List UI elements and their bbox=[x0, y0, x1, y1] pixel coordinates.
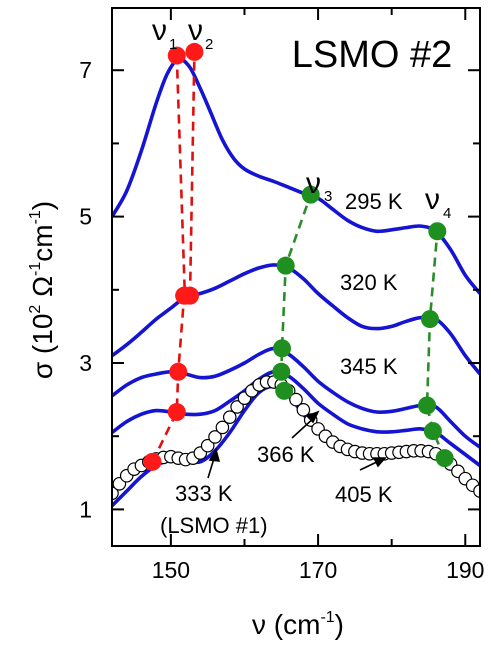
x-axis-label: ν (cm-1) bbox=[252, 609, 344, 640]
mode-line-ν1 bbox=[151, 55, 187, 463]
annotation-405K: 405 K bbox=[335, 482, 393, 507]
annotation-366K: 366 K bbox=[257, 442, 315, 467]
mode-point-ν4 bbox=[435, 449, 454, 468]
mode-point-ν4 bbox=[428, 222, 447, 241]
mode-label-nu4-symbol: ν bbox=[425, 183, 440, 216]
open-circle-point bbox=[296, 403, 311, 417]
mode-point-ν3 bbox=[275, 381, 294, 400]
mode-label-nu2-symbol: ν bbox=[188, 14, 203, 47]
x-axis-label-text: ν (cm bbox=[252, 609, 320, 640]
y-tick-label: 1 bbox=[79, 496, 92, 522]
mode-point-ν4 bbox=[418, 396, 437, 415]
mode-line-ν3 bbox=[279, 194, 312, 392]
mode-line-ν4 bbox=[425, 231, 446, 459]
y-axis-label: σ (102 Ω-1cm-1) bbox=[27, 201, 58, 379]
mode-point-ν3 bbox=[276, 256, 295, 275]
mode-point-ν1 bbox=[143, 452, 162, 471]
mode-point-ν4 bbox=[423, 422, 442, 441]
y-tick-label: 5 bbox=[79, 204, 92, 230]
mode-point-ν3 bbox=[273, 339, 292, 358]
mode-point-ν3 bbox=[272, 362, 291, 381]
open-circle-point bbox=[200, 438, 215, 453]
open-circle-point bbox=[230, 400, 244, 414]
open-circle-point bbox=[208, 430, 222, 444]
open-circle-point bbox=[222, 410, 237, 424]
mode-point-ν4 bbox=[420, 310, 439, 329]
mode-point-ν1 bbox=[167, 403, 186, 422]
annotation-333K: 333 K bbox=[175, 481, 233, 506]
mode-label-nu2: ν 2 bbox=[188, 14, 213, 53]
mode-point-ν1 bbox=[169, 362, 188, 381]
x-tick-label: 190 bbox=[446, 557, 484, 583]
mode-point-ν3 bbox=[301, 185, 320, 204]
x-tick-label: 150 bbox=[152, 557, 190, 583]
annotation-arrows bbox=[207, 410, 387, 479]
annotation-295K: 295 K bbox=[345, 189, 403, 214]
y-tick-label: 3 bbox=[79, 350, 92, 376]
series-line-320k bbox=[112, 263, 480, 376]
x-axis-label-sup: -1 bbox=[320, 609, 334, 626]
open-circle-point bbox=[215, 420, 230, 435]
mode-point-ν1 bbox=[167, 46, 186, 65]
y-axis-label-sup1: 2 bbox=[27, 305, 44, 314]
mode-lines bbox=[143, 42, 454, 471]
mode-label-nu3-symbol: ν bbox=[306, 167, 321, 200]
mode-label-nu3: ν 3 bbox=[306, 167, 332, 205]
y-axis-label-close: ) bbox=[27, 201, 58, 210]
plot-frame bbox=[111, 7, 481, 547]
chart-title: LSMO #2 bbox=[292, 34, 453, 76]
y-axis-label-sup2: -1 bbox=[27, 262, 44, 276]
mode-point-ν2 bbox=[181, 286, 200, 305]
arrowhead-366K bbox=[305, 410, 320, 424]
x-tick-label: 170 bbox=[299, 557, 337, 583]
arrowhead-333K bbox=[208, 447, 221, 462]
mode-label-nu4: ν 4 bbox=[425, 183, 451, 222]
axes: 150 170 190 1 3 5 7 bbox=[79, 7, 484, 583]
y-tick-label: 7 bbox=[79, 57, 92, 83]
annotation-320K: 320 K bbox=[340, 270, 398, 295]
mode-line-ν2 bbox=[188, 51, 196, 296]
mode-label-nu1: ν 1 bbox=[152, 14, 177, 53]
annotation-lsmo1: (LSMO #1) bbox=[160, 513, 268, 538]
mode-label-nu1-symbol: ν bbox=[152, 14, 167, 47]
arrowhead-405K bbox=[372, 457, 387, 468]
series-line-295k bbox=[112, 57, 480, 295]
mode-point-ν2 bbox=[185, 42, 204, 61]
annotation-345K: 345 K bbox=[340, 354, 398, 379]
y-axis-label-sup3: -1 bbox=[27, 210, 44, 224]
mode-label-nu2-sub: 2 bbox=[205, 36, 213, 53]
y-axis-label-mid: Ω bbox=[27, 276, 58, 305]
mode-label-nu4-sub: 4 bbox=[443, 205, 451, 222]
y-axis-label-mid2: cm bbox=[27, 224, 58, 261]
open-circle-point bbox=[289, 392, 303, 407]
y-axis-label-text: σ (10 bbox=[27, 314, 58, 380]
mode-label-nu3-sub: 3 bbox=[324, 188, 332, 205]
spectra-curves bbox=[112, 57, 480, 507]
x-axis-label-close: ) bbox=[335, 609, 344, 640]
mode-label-nu1-sub: 1 bbox=[169, 36, 177, 53]
